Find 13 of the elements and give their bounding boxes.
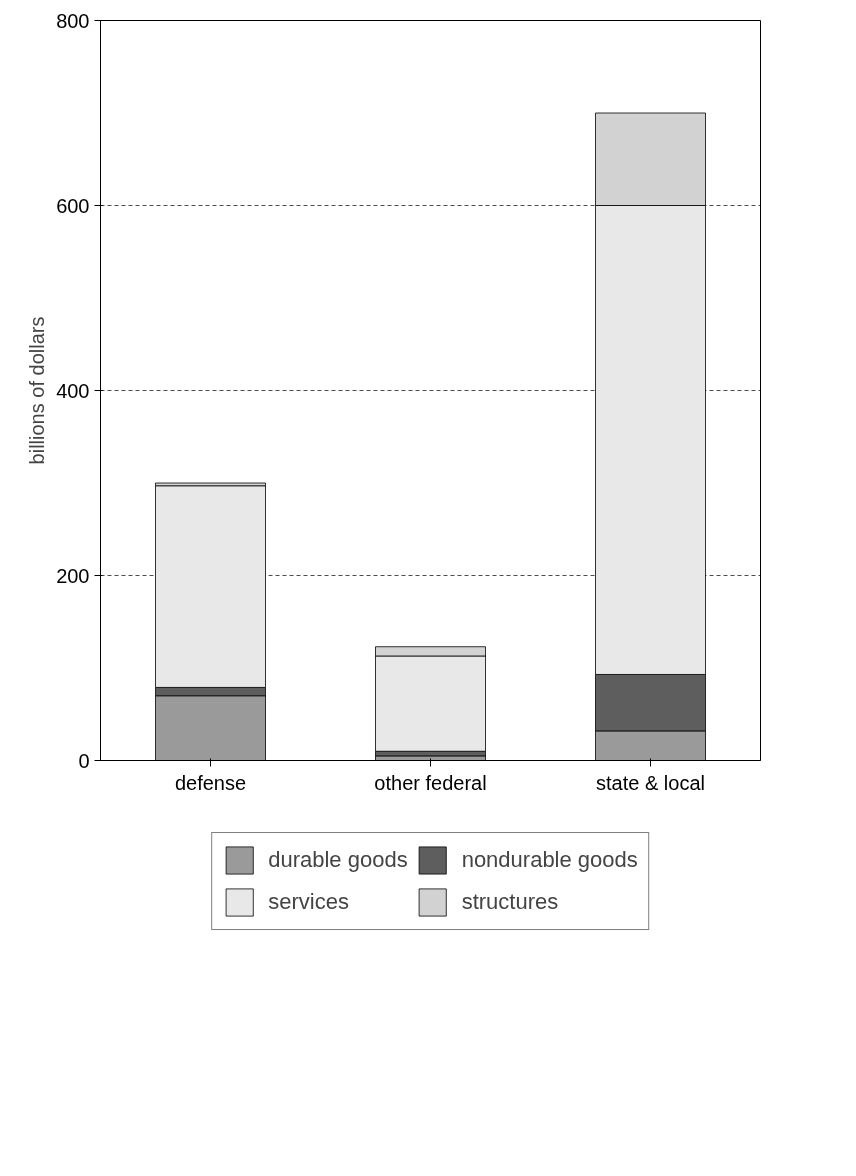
y-axis-title: billions of dollars (26, 316, 49, 465)
legend-label: services (268, 889, 349, 915)
legend-label: nondurable goods (461, 847, 638, 873)
legend-label: durable goods (268, 847, 408, 873)
legend-label: structures (461, 889, 559, 915)
x-tick-label: state & local (596, 771, 705, 794)
x-tick-label: defense (174, 771, 247, 794)
y-tick-label: 400 (56, 379, 90, 402)
y-tick-label: 800 (56, 9, 90, 32)
x-tick-label: other federal (374, 771, 487, 794)
y-tick-label: 600 (56, 194, 90, 217)
y-tick-label: 0 (78, 749, 90, 772)
y-tick-label: 200 (56, 564, 90, 587)
